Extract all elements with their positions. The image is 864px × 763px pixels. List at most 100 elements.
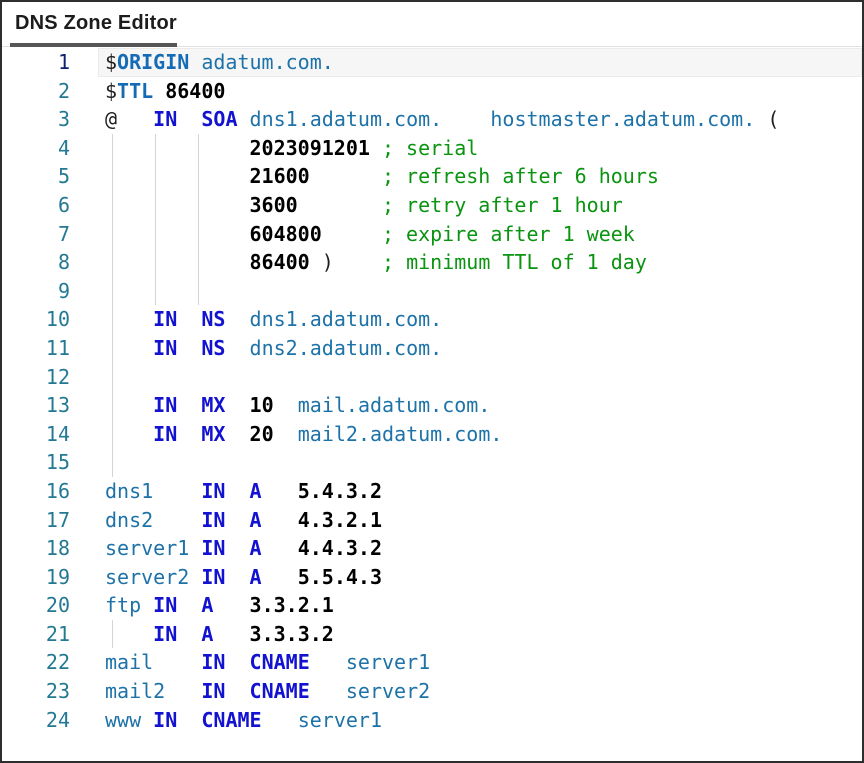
code-line-content: ftp IN A 3.3.2.1 <box>105 593 334 618</box>
code-line-content <box>70 363 105 392</box>
code-line[interactable]: 21 IN A 3.3.3.2 <box>2 619 862 649</box>
indent-guide-line <box>155 248 156 277</box>
indent-guide-line <box>112 219 113 249</box>
line-number[interactable]: 10 <box>45 307 70 332</box>
code-line[interactable]: 23 mail2 IN CNAME server2 <box>2 677 862 706</box>
code-line-content: IN MX 10 mail.adatum.com. <box>153 393 491 418</box>
code-line[interactable]: 5 21600 ; refresh after 6 hours <box>2 162 862 191</box>
code-line[interactable]: 17 dns2 IN A 4.3.2.1 <box>2 506 862 535</box>
code-lines: 1 $ORIGIN adatum.com. 2 $TTL 86400 3 @ IN SOA… <box>2 48 862 734</box>
code-line-content: IN NS dns1.adatum.com. <box>153 307 443 332</box>
indent-guide-line <box>198 133 199 163</box>
line-number[interactable]: 8 <box>57 250 70 275</box>
code-line-content: IN NS dns2.adatum.com. <box>153 335 443 360</box>
code-line-content: dns1 IN A 5.4.3.2 <box>105 478 382 503</box>
code-line[interactable]: 20 ftp IN A 3.3.2.1 <box>2 591 862 620</box>
indent-guide-line <box>112 419 113 449</box>
code-line[interactable]: 15 <box>2 448 862 477</box>
line-number[interactable]: 14 <box>45 421 70 446</box>
code-line[interactable]: 18 server1 IN A 4.4.3.2 <box>2 534 862 563</box>
code-line[interactable]: 1 $ORIGIN adatum.com. <box>2 48 862 77</box>
line-number[interactable]: 20 <box>45 593 70 618</box>
indent-guide-line <box>112 362 113 392</box>
code-line-content: @ IN SOA dns1.adatum.com. hostmaster.ada… <box>105 107 780 132</box>
code-line-content: 3600 ; retry after 1 hour <box>249 192 623 217</box>
indent-guide-line <box>198 162 199 191</box>
indent-guide-line <box>198 276 199 306</box>
line-number[interactable]: 9 <box>57 278 70 303</box>
indent-guide-line <box>112 619 113 649</box>
line-number[interactable]: 7 <box>57 221 70 246</box>
code-line-content: server2 IN A 5.5.4.3 <box>105 564 382 589</box>
code-line-content: IN MX 20 mail2.adatum.com. <box>153 421 503 446</box>
indent-guide-line <box>112 190 113 220</box>
line-number[interactable]: 16 <box>45 478 70 503</box>
line-number[interactable]: 3 <box>57 107 70 132</box>
line-number[interactable]: 4 <box>57 135 70 160</box>
indent-guide-line <box>112 448 113 477</box>
line-number[interactable]: 13 <box>45 393 70 418</box>
line-number[interactable]: 17 <box>45 507 70 532</box>
line-number[interactable]: 11 <box>45 335 70 360</box>
line-number[interactable]: 23 <box>45 679 70 704</box>
code-line-content: mail2 IN CNAME server2 <box>105 679 431 704</box>
code-line-content <box>70 448 105 477</box>
tab-strip <box>2 43 862 47</box>
code-line-content: www IN CNAME server1 <box>105 707 382 732</box>
header-divider <box>2 46 862 47</box>
indent-guide-line <box>155 219 156 249</box>
indent-guide-line <box>112 162 113 191</box>
code-line[interactable]: 3 @ IN SOA dns1.adatum.com. hostmaster.ad… <box>2 105 862 134</box>
code-line[interactable]: 24 www IN CNAME server1 <box>2 706 862 735</box>
code-line[interactable]: 8 86400 ) ; minimum TTL of 1 day <box>2 248 862 277</box>
line-number[interactable]: 5 <box>57 164 70 189</box>
page-title: DNS Zone Editor <box>15 12 177 34</box>
code-line-content <box>70 277 105 306</box>
line-number[interactable]: 15 <box>45 450 70 475</box>
line-number[interactable]: 18 <box>45 536 70 561</box>
code-line[interactable]: 22 mail IN CNAME server1 <box>2 648 862 677</box>
line-number[interactable]: 19 <box>45 564 70 589</box>
line-number[interactable]: 6 <box>57 192 70 217</box>
code-line-content: dns2 IN A 4.3.2.1 <box>105 507 382 532</box>
code-line[interactable]: 6 3600 ; retry after 1 hour <box>2 190 862 220</box>
line-number[interactable]: 12 <box>45 364 70 389</box>
line-number[interactable]: 24 <box>45 707 70 732</box>
code-line-content: 86400 ) ; minimum TTL of 1 day <box>249 250 647 275</box>
code-line[interactable]: 7 604800 ; expire after 1 week <box>2 219 862 249</box>
line-number[interactable]: 1 <box>57 50 70 74</box>
indent-guide-line <box>198 219 199 249</box>
code-editor[interactable]: 1 $ORIGIN adatum.com. 2 $TTL 86400 3 @ IN SOA… <box>2 47 862 734</box>
code-line[interactable]: 16 dns1 IN A 5.4.3.2 <box>2 477 862 506</box>
code-line[interactable]: 14 IN MX 20 mail2.adatum.com. <box>2 419 862 449</box>
indent-guide-line <box>112 391 113 420</box>
code-line-content: mail IN CNAME server1 <box>105 650 431 675</box>
editor-header: DNS Zone Editor <box>2 2 862 47</box>
line-number[interactable]: 22 <box>45 650 70 675</box>
code-line-content: $TTL 86400 <box>105 78 226 103</box>
line-number[interactable]: 21 <box>45 621 70 646</box>
indent-guide-line <box>198 248 199 277</box>
indent-guide-line <box>155 190 156 220</box>
code-line-content: IN A 3.3.3.2 <box>153 621 334 646</box>
code-line[interactable]: 13 IN MX 10 mail.adatum.com. <box>2 391 862 420</box>
code-line-content: 604800 ; expire after 1 week <box>249 221 635 246</box>
code-line[interactable]: 4 2023091201 ; serial <box>2 133 862 163</box>
line-number[interactable]: 2 <box>57 78 70 103</box>
indent-guide-line <box>112 248 113 277</box>
indent-guide-line <box>155 162 156 191</box>
indent-guide-line <box>112 333 113 363</box>
code-line[interactable]: 19 server2 IN A 5.5.4.3 <box>2 563 862 592</box>
code-line[interactable]: 12 <box>2 362 862 392</box>
code-line-content: 2023091201 ; serial <box>249 135 479 160</box>
code-line-content: $ORIGIN adatum.com. <box>105 50 334 74</box>
code-line[interactable]: 2 $TTL 86400 <box>2 77 862 106</box>
code-line-content: server1 IN A 4.4.3.2 <box>105 536 382 561</box>
indent-guide-line <box>112 305 113 334</box>
active-tab-indicator <box>10 43 177 47</box>
code-line[interactable]: 10 IN NS dns1.adatum.com. <box>2 305 862 334</box>
code-line[interactable]: 11 IN NS dns2.adatum.com. <box>2 333 862 363</box>
code-line[interactable]: 9 <box>2 276 862 306</box>
code-line-content: 21600 ; refresh after 6 hours <box>249 164 659 189</box>
